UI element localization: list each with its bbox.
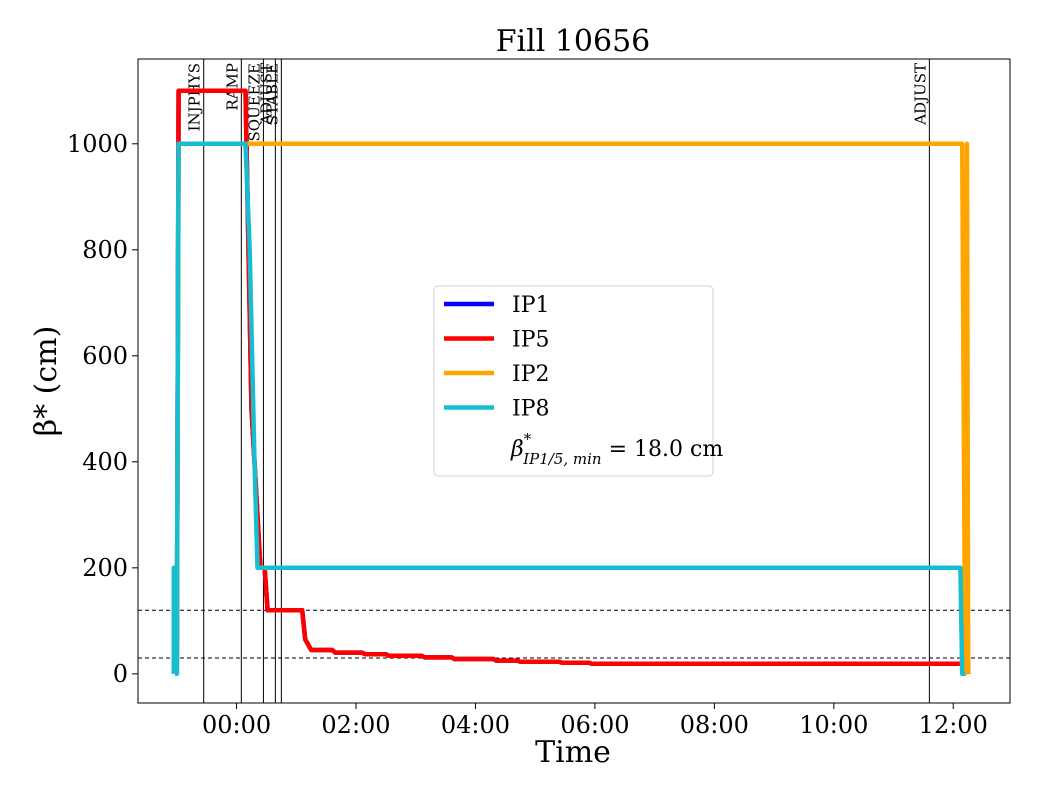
x-tick-label: 12:00 — [919, 711, 988, 739]
x-axis-label: Time — [535, 735, 611, 770]
beam-mode-label: ADJUST — [911, 63, 929, 126]
series-line-ip8 — [174, 141, 966, 677]
legend-label: IP2 — [512, 362, 550, 387]
beam-mode-label: INJPHYS — [186, 63, 204, 131]
legend-beta-superscript: * — [524, 430, 532, 448]
chart-title: Fill 10656 — [496, 24, 651, 59]
legend-box — [433, 285, 714, 477]
plot-frame — [137, 58, 1011, 704]
legend-beta-symbol: β — [510, 437, 524, 462]
beam-mode-label: SQUEEZE — [245, 63, 263, 142]
beam-mode-label: RAMP — [223, 63, 241, 111]
y-tick-label: 400 — [82, 448, 128, 476]
y-tick-label: 0 — [113, 660, 128, 688]
y-tick-label: 600 — [82, 342, 128, 370]
legend-beta-min: β* IP1/5, min = 18.0 cm — [510, 430, 723, 468]
series-line-ip8-spike — [171, 565, 178, 674]
legend-beta-value: = 18.0 cm — [602, 437, 724, 462]
x-tick-label: 06:00 — [560, 711, 629, 739]
y-tick-label: 1000 — [67, 130, 128, 158]
beam-mode-label: STABLE — [263, 63, 281, 125]
y-tick-label: 800 — [82, 236, 128, 264]
x-tick-label: 04:00 — [441, 711, 510, 739]
beam-mode-label: ADJUST — [257, 63, 275, 126]
x-tick-label: 00:00 — [202, 711, 271, 739]
x-tick-label: 02:00 — [321, 711, 390, 739]
legend-beta-subscript: IP1/5, min — [522, 450, 601, 468]
x-tick-label: 08:00 — [680, 711, 749, 739]
legend-items: IP1 IP5 IP2 IP8 — [444, 293, 550, 422]
y-tick-label: 200 — [82, 554, 128, 582]
y-axis-label: β* (cm) — [29, 326, 64, 437]
legend-label: IP8 — [512, 397, 550, 422]
x-axis-ticks: 00:00 02:00 04:00 06:00 08:00 10:00 12:00 — [202, 703, 988, 739]
legend-label: IP5 — [512, 328, 550, 353]
x-tick-label: 10:00 — [799, 711, 868, 739]
legend-label: IP1 — [512, 293, 550, 318]
legend: IP1 IP5 IP2 IP8 β* IP1/5, min = 18.0 cm — [433, 285, 723, 477]
y-axis-ticks: 0 200 400 600 800 1000 — [67, 130, 138, 688]
